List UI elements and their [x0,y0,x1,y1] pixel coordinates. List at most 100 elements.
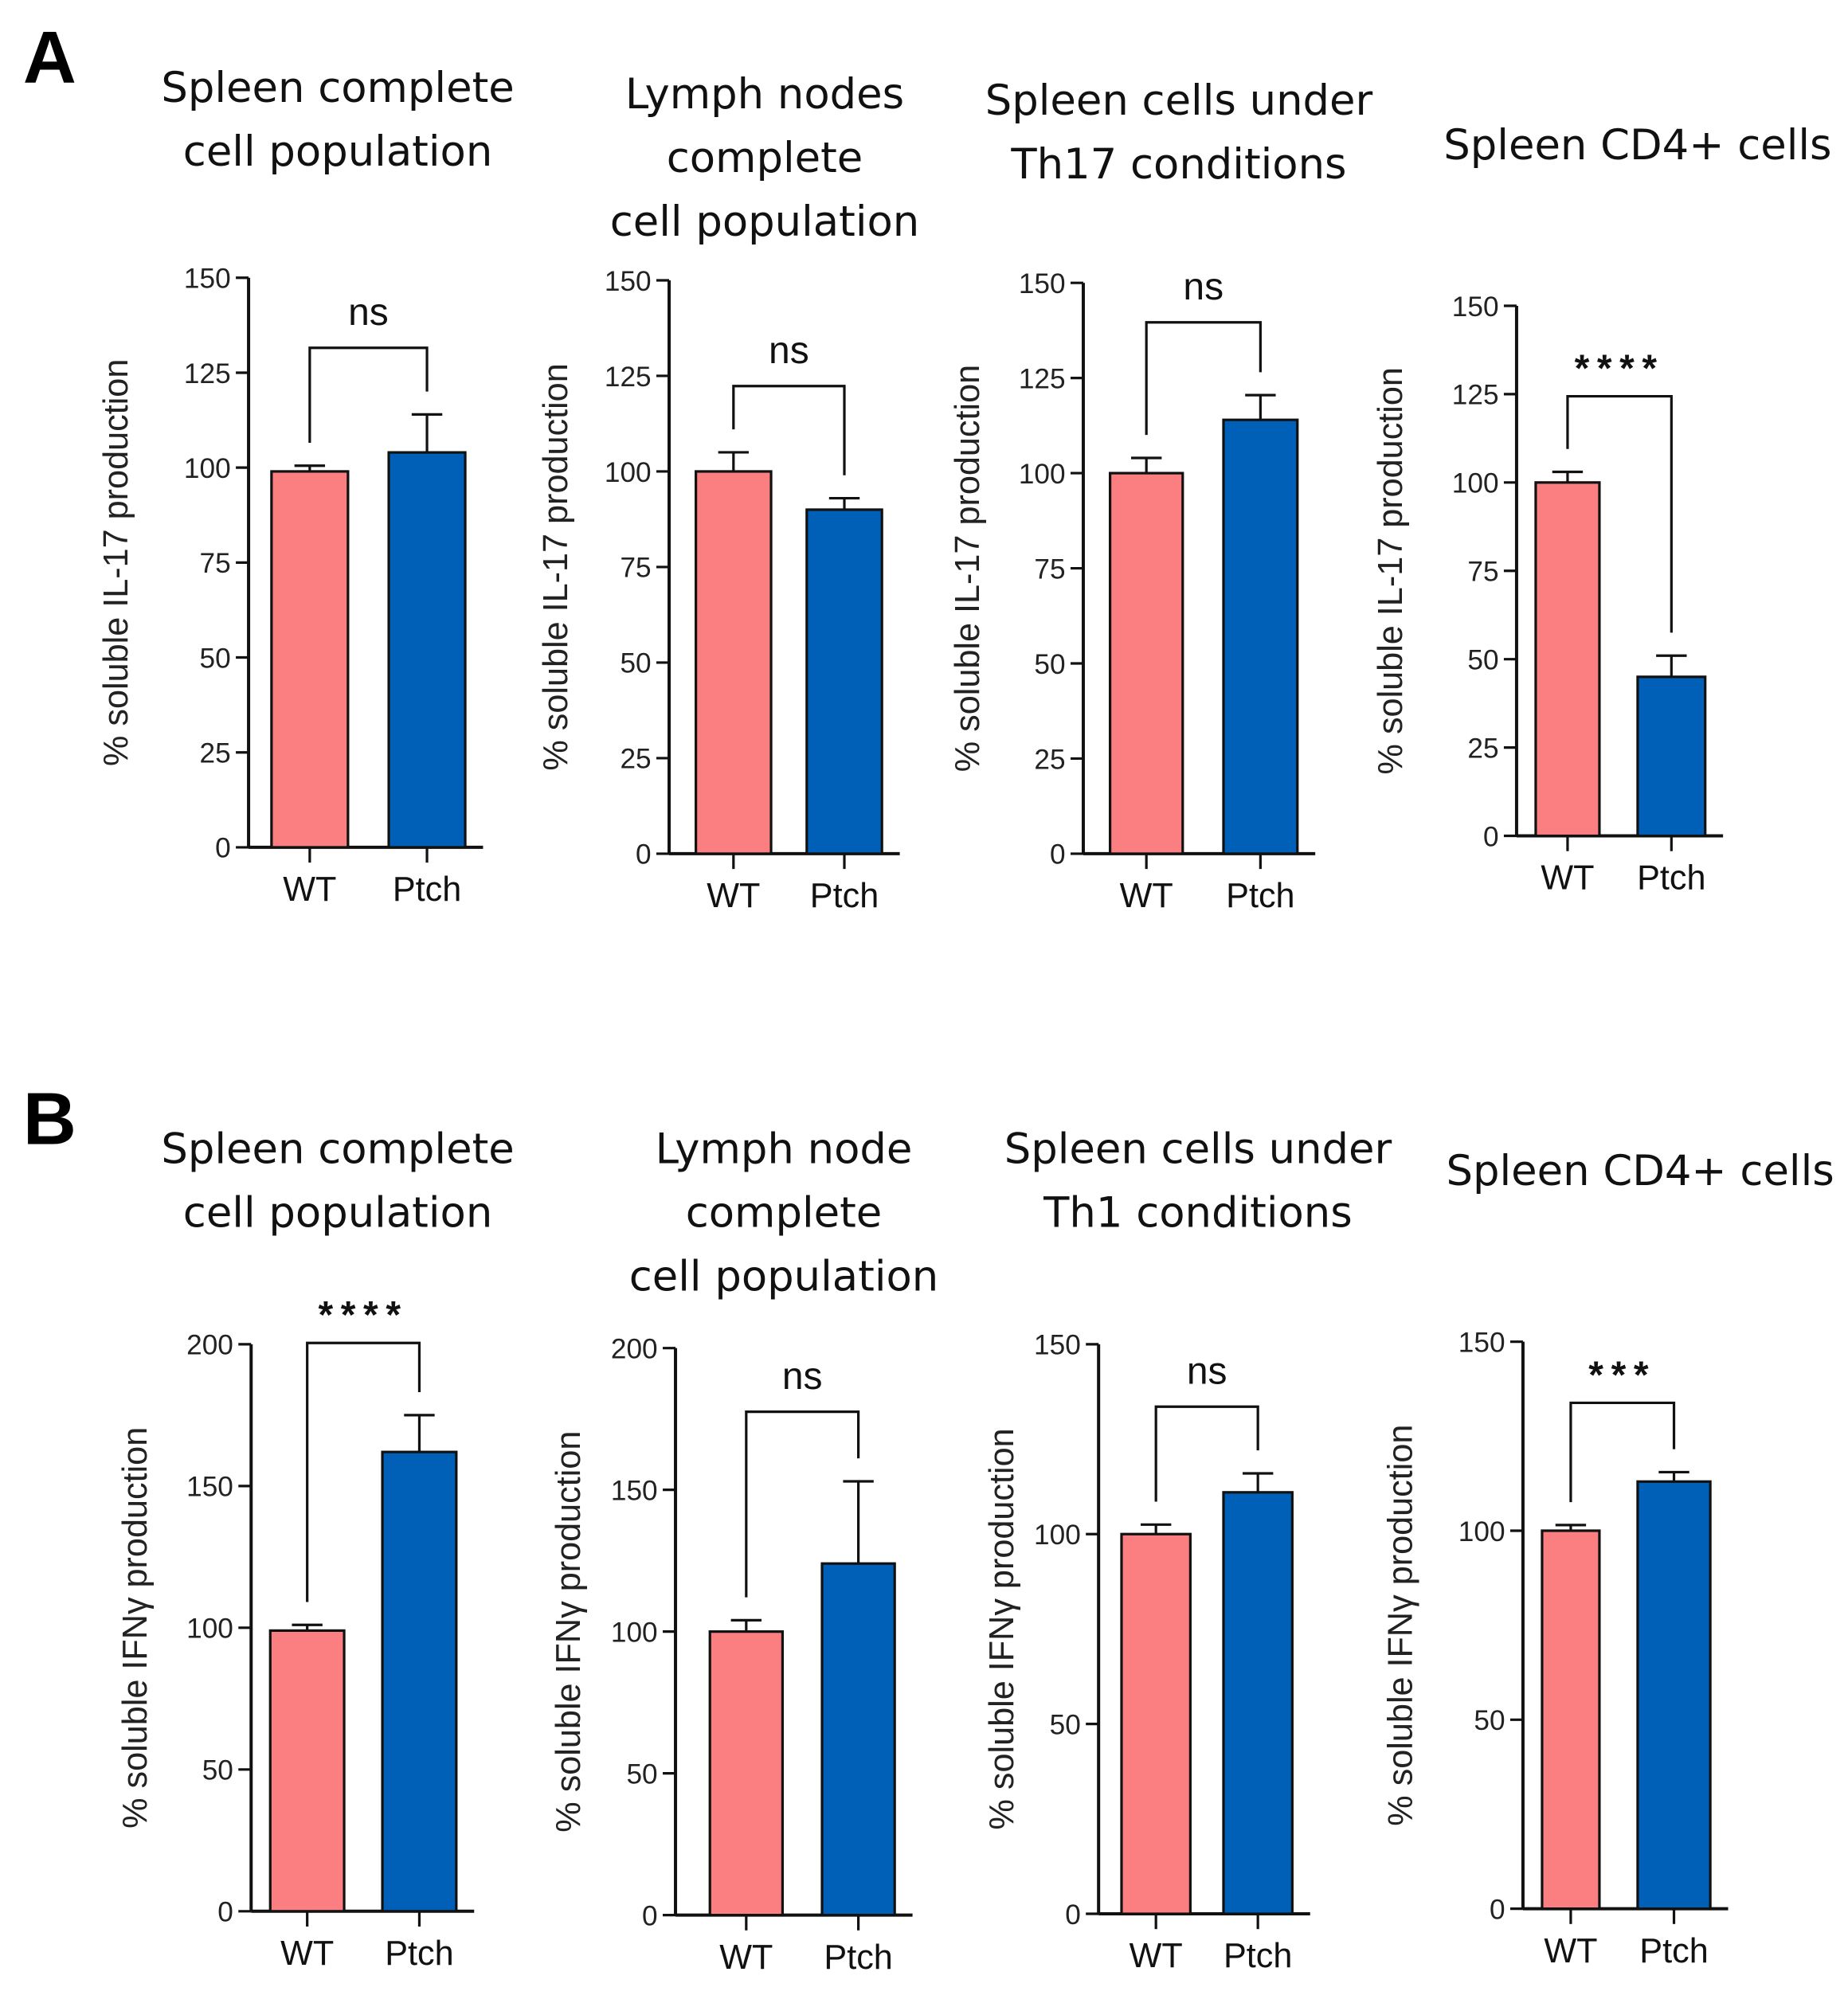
significance-label: ns [1187,1350,1227,1392]
y-tick-label: 50 [626,1758,657,1790]
significance-bracket [745,1410,860,1598]
significance-bracket [1566,394,1673,633]
chart-title: cell population [629,1253,938,1301]
y-tick-label: 100 [605,457,652,488]
x-tick-label: WT [1120,877,1173,915]
y-tick-label: 75 [620,553,651,584]
bar-WT [1541,1529,1601,1911]
chart-panel-3: Spleen cells under Th17 conditions 0 25 50 75… [949,76,1373,915]
chart-title: Spleen CD4+ cells [1447,1147,1834,1195]
y-tick-label: 200 [611,1333,658,1364]
x-tick-label: WT [1544,1932,1597,1970]
x-tick-label: Ptch [385,1935,453,1973]
bar-WT [1108,471,1184,855]
bar-Ptch [1222,1491,1294,1915]
y-tick-label: 150 [184,264,231,295]
chart-title: Th1 conditions [1043,1189,1353,1238]
bar-Ptch [1636,1480,1712,1911]
y-tick-label: 100 [611,1617,658,1648]
x-tick-label: Ptch [1639,1932,1708,1970]
bar-WT [268,1629,346,1913]
significance-label: ns [348,291,389,334]
y-axis-label: % soluble IFNγ production [116,1427,155,1829]
x-tick-label: WT [1541,859,1594,898]
y-tick-label: 150 [605,266,652,297]
y-tick-label: 150 [1034,1330,1081,1361]
y-tick-label: 150 [1458,1327,1505,1358]
bar-WT [708,1630,785,1917]
bar-WT [1534,481,1601,838]
y-tick-label: 50 [200,643,231,674]
chart-title: Spleen cells under [1004,1125,1392,1174]
significance-label: *** [1588,1354,1656,1396]
y-tick-label: 50 [1034,649,1065,680]
x-tick-label: WT [280,1935,334,1973]
chart-panel-1: A Spleen complete cell population 0 25 50 75 10… [23,16,515,909]
y-tick-label: 25 [1467,733,1498,764]
y-tick-label: 0 [215,833,231,864]
chart-panel-2: Lymph nodes complete cell population 0 25 50 7… [537,70,919,915]
y-tick-label: 150 [1019,268,1066,299]
y-tick-label: 50 [1474,1705,1505,1736]
y-axis-label: % soluble IL-17 production [1372,367,1410,774]
y-tick-label: 50 [1050,1709,1081,1740]
significance-bracket [1145,321,1262,436]
y-tick-label: 150 [611,1475,658,1506]
y-tick-label: 100 [1458,1516,1505,1547]
bar-Ptch [387,451,467,849]
panel-label-A: A [23,16,76,99]
y-tick-label: 0 [217,1897,233,1928]
x-tick-label: Ptch [1226,877,1294,915]
bar-WT [695,470,773,855]
y-axis-label: % soluble IFNγ production [1382,1425,1420,1826]
significance-label: **** [319,1294,409,1336]
significance-bracket [306,1341,421,1602]
y-tick-label: 0 [636,839,652,870]
y-tick-label: 0 [1483,821,1499,852]
significance-bracket [1154,1405,1259,1502]
chart-panel-7: Spleen cells under Th1 conditions 0 50 100 15… [983,1125,1392,1976]
y-axis-label: % soluble IFNγ production [983,1428,1021,1829]
chart-title: Lymph node [656,1125,913,1174]
x-tick-label: WT [707,877,760,915]
chart-panel-6: Lymph node complete cell population 0 50 100 1… [550,1125,938,1977]
y-tick-label: 100 [186,1614,233,1645]
significance-label: ns [1183,266,1224,308]
x-tick-label: Ptch [1637,859,1705,898]
chart-title: complete [686,1189,883,1238]
chart-title: cell population [183,1189,492,1238]
y-tick-label: 125 [1019,363,1066,394]
bar-Ptch [381,1450,458,1913]
y-tick-label: 100 [1019,459,1066,490]
bar-Ptch [820,1562,896,1917]
x-tick-label: WT [719,1938,773,1977]
y-axis-label: % soluble IFNγ production [550,1431,588,1833]
x-tick-label: WT [1130,1937,1183,1975]
y-tick-label: 150 [186,1472,233,1503]
y-axis-label: % soluble IL-17 production [537,363,575,770]
significance-label: **** [1575,347,1665,389]
x-tick-label: Ptch [810,877,879,915]
bar-Ptch [1222,418,1299,855]
significance-bracket [732,385,846,475]
chart-panel-8: Spleen CD4+ cells 0 50 100 150 % soluble IFNγ… [1382,1147,1834,1970]
y-tick-label: 100 [1452,468,1499,499]
x-tick-label: WT [283,870,336,909]
y-tick-label: 75 [1467,557,1498,588]
y-tick-label: 200 [186,1330,233,1361]
x-tick-label: Ptch [1224,1937,1292,1975]
y-axis-label: % soluble IL-17 production [97,359,135,766]
x-tick-label: Ptch [824,1938,892,1977]
y-tick-label: 75 [1034,554,1065,585]
y-tick-label: 0 [1065,1899,1081,1931]
significance-label: ns [769,330,809,372]
y-tick-label: 50 [202,1755,233,1786]
y-tick-label: 125 [184,358,231,389]
y-tick-label: 150 [1452,291,1499,323]
significance-bracket [1569,1401,1676,1503]
y-axis-label: % soluble IL-17 production [949,365,987,772]
significance-bracket [308,346,429,443]
chart-title: Spleen CD4+ cells [1443,121,1831,170]
y-tick-label: 25 [200,738,231,769]
